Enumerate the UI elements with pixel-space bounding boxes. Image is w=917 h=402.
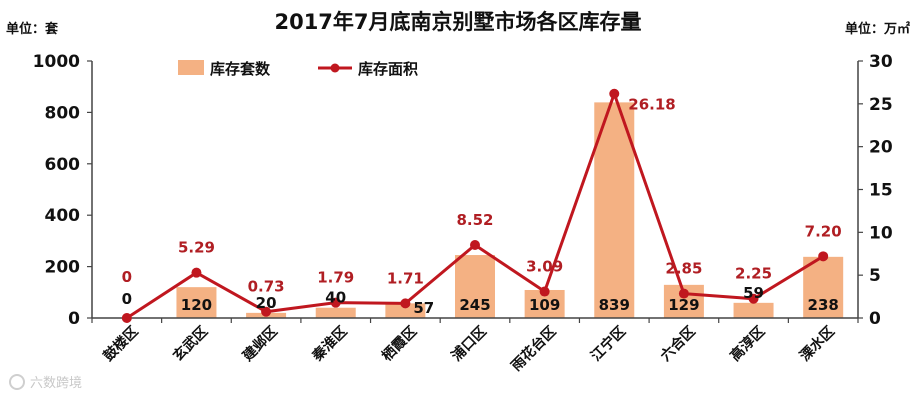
line-point [121,313,132,323]
bar-value-label: 238 [808,296,839,314]
line-point [609,88,620,99]
watermark-text: 六数跨境 [30,376,82,391]
bar-value-label: 59 [743,284,764,302]
line-point [330,297,341,308]
left-axis-unit: 单位：套 [6,21,59,37]
bar [176,287,217,318]
x-tick-label: 建邺区 [239,323,281,365]
bar-value-label: 20 [256,294,277,312]
right-tick-label: 0 [869,309,881,329]
line-value-label: 3.09 [526,258,563,276]
line-layer [121,88,829,323]
line-value-label: 2.25 [735,265,772,283]
right-tick-label: 15 [869,181,893,201]
legend-line-label: 库存面积 [358,60,418,78]
chart-title: 2017年7月底南京别墅市场各区库存量 [274,10,641,34]
legend-line-marker [330,63,340,73]
bar [455,255,495,318]
bar-value-label: 120 [181,296,212,314]
legend-bar-label: 库存套数 [210,60,271,78]
bar [315,307,356,318]
line-value-label: 7.20 [805,222,842,240]
right-tick-label: 20 [869,138,893,158]
left-tick-label: 1000 [33,52,80,72]
line-point [470,240,480,251]
bar [803,256,844,318]
left-tick-label: 600 [45,155,81,175]
line-value-label: 1.79 [317,269,354,287]
line-point [191,267,202,278]
bars-layer [176,102,844,318]
x-tick-label: 栖霞区 [378,323,420,365]
legend-bar-swatch [178,60,204,75]
labels-layer: 0 120 20 40 57 245 109 839 129 59 238 0 5.29 0.73 1.79… [122,96,842,317]
x-tick-label: 高淳区 [727,323,769,365]
right-axis-unit: 单位：万㎡ [845,21,910,37]
bar [385,303,426,318]
x-tick-label: 江宁区 [587,323,629,365]
x-tick-label: 溧水区 [796,323,838,365]
bar-value-label: 839 [599,296,630,314]
line-point [261,306,272,317]
left-tick-label: 0 [68,309,80,329]
x-tick-label: 浦口区 [448,323,490,365]
bar [733,302,774,318]
watermark-logo-icon [9,374,25,390]
bar-value-label: 129 [668,296,699,314]
left-tick-label: 400 [45,206,81,226]
right-tick-label: 25 [869,95,893,115]
bar-value-label: 40 [325,289,346,307]
line-value-label: 0 [122,268,132,286]
left-tick-label: 200 [45,258,81,278]
line-point [539,286,550,297]
line-point [400,298,411,309]
bar-value-label: 0 [122,290,132,308]
right-tick-label: 10 [869,223,893,243]
line-value-label: 0.73 [248,278,285,296]
right-tick-label: 5 [869,266,881,286]
line-point [748,293,759,304]
bar-value-label: 245 [459,296,490,314]
line-point [678,288,689,299]
x-tick-label: 六合区 [657,323,699,365]
x-tick-label: 秦淮区 [308,323,350,365]
line-value-label: 26.18 [628,96,675,114]
x-tick-label: 雨花台区 [508,323,560,375]
x-tick-label: 鼓楼区 [100,323,142,365]
bar [594,102,635,318]
x-tick-label: 玄武区 [170,323,212,365]
bar-value-label: 57 [413,299,434,317]
legend: 库存套数 库存面积 [178,60,418,78]
line-value-label: 2.85 [665,260,702,278]
line-value-label: 1.71 [387,269,424,287]
line-value-label: 5.29 [178,239,215,257]
line-point [818,251,829,262]
line-value-label: 8.52 [456,211,493,229]
watermark: 六数跨境 [9,374,82,391]
bar-value-label: 109 [529,296,560,314]
right-tick-label: 30 [869,52,893,72]
left-tick-label: 800 [45,103,81,123]
